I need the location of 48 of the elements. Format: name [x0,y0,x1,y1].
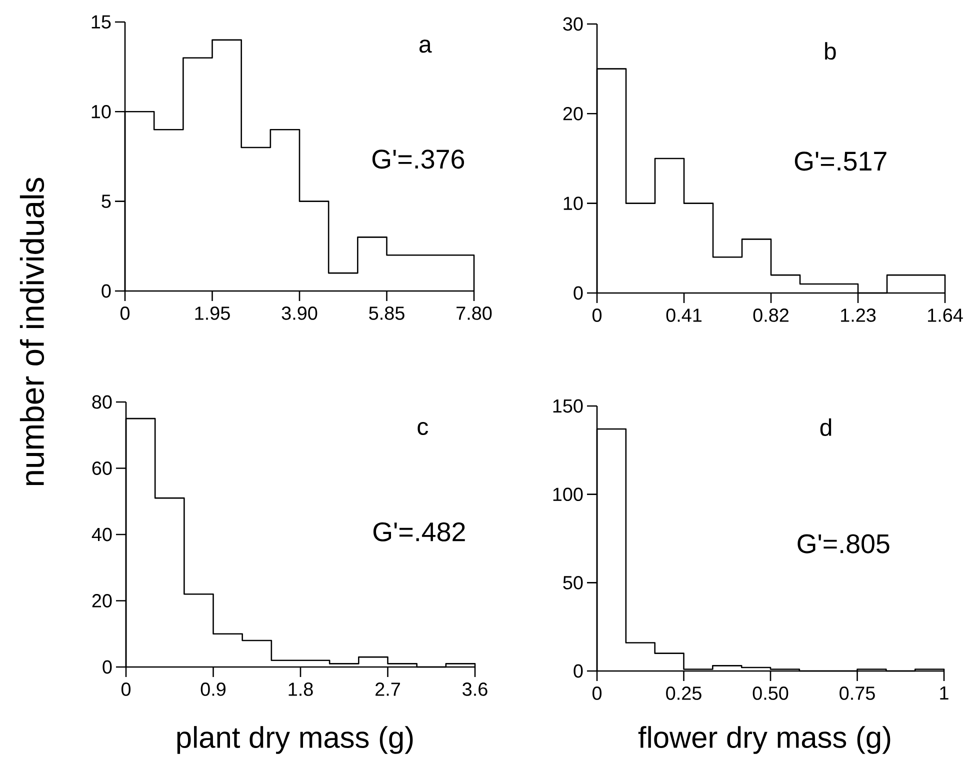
text: a [420,40,432,53]
x-tick-label: 1.64 [928,308,963,322]
annotation: G'=.376 [372,150,464,169]
x-tick-label: 1.8 [288,682,313,696]
x-tick-label: 0 [121,682,131,696]
x-tick-label: 1.95 [195,306,230,320]
x-tick-label: 0.9 [200,682,226,696]
text: c [418,422,428,436]
text: b [825,42,836,60]
y-tick-label: 60 [92,462,112,475]
y-axis-title: number of individuals [20,178,44,486]
y-tick-label: 30 [563,17,583,31]
annotation: G'=.517 [794,152,886,171]
x-tick-label: 0.41 [666,308,702,322]
x-tick-label: 3.90 [282,306,318,320]
x-tick-label: 0 [120,306,130,320]
x-tick-label: 2.7 [376,682,400,696]
x-tick-label: 0.82 [753,308,788,322]
x-tick-label: 1 [940,686,948,700]
x-tick-label: 1.23 [841,308,876,322]
y-tick-label: 10 [92,104,111,118]
y-tick-label: 40 [92,528,112,542]
y-tick-label: 80 [92,395,112,409]
y-tick-label: 20 [92,594,112,608]
x-tick-label: 7.80 [456,306,492,320]
y-tick-label: 5 [102,194,111,208]
y-tick-label: 50 [563,576,583,590]
y-tick-label: 150 [553,399,583,413]
x-tick-label: 0.50 [752,686,788,700]
annotation: G'=.805 [798,534,890,554]
y-tick-label: 0 [574,286,583,300]
x-tick-label: 0 [592,308,602,322]
y-tick-label: 20 [563,106,583,120]
annotation: G'=.482 [373,522,465,542]
y-tick-label: 0 [102,660,112,674]
y-tick-label: 0 [574,664,583,678]
x-tick-label: 3.6 [462,682,488,696]
x-tick-label: 0.75 [840,686,875,700]
chart-title: d [820,418,832,436]
x-axis-title: flower dry mass (g) [638,726,890,754]
x-axis-title: plant dry mass (g) [177,726,413,754]
x-tick-label: 0 [592,686,602,700]
y-tick-label: 10 [564,196,583,210]
y-tick-label: 100 [553,488,583,502]
x-tick-label: 5.85 [369,306,404,320]
y-tick-label: 0 [102,284,111,298]
y-tick-label: 15 [92,15,111,29]
x-tick-label: 0.25 [666,686,702,700]
